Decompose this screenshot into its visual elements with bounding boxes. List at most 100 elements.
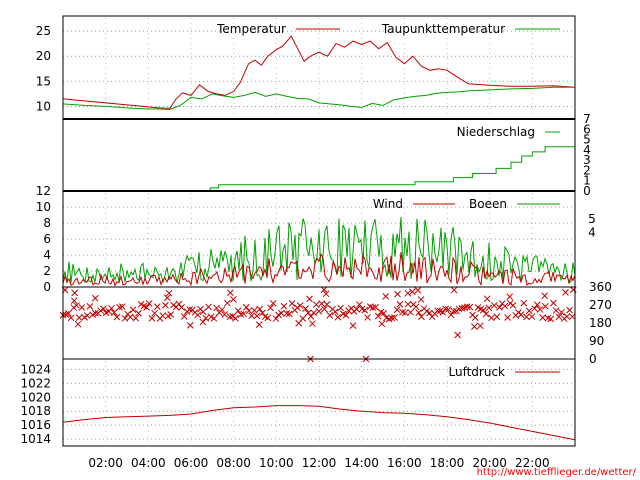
- y-tick-label-right: 0: [589, 352, 597, 366]
- y-tick-label-right: 360: [589, 280, 612, 294]
- wind-direction-marker: [401, 309, 409, 317]
- wind-direction-marker: [417, 296, 425, 303]
- x-tick-label: 08:00: [216, 456, 251, 470]
- wind-direction-marker: [110, 309, 118, 316]
- wind-direction-marker: [86, 303, 94, 310]
- gust-line: [62, 216, 576, 285]
- x-tick-label: 12:00: [302, 456, 337, 470]
- wind-line: [62, 252, 576, 287]
- wind-direction-marker: [234, 307, 242, 315]
- wind-direction-marker: [159, 312, 167, 319]
- wind-direction-marker: [506, 293, 514, 301]
- wind-direction-marker: [434, 307, 441, 315]
- wind-direction-marker: [364, 314, 371, 321]
- wind-direction-marker: [218, 306, 226, 314]
- y-tick-label: 1018: [20, 404, 51, 418]
- wind-direction-marker: [562, 288, 569, 296]
- wind-direction-marker: [482, 310, 490, 318]
- wind-direction-marker: [393, 306, 401, 314]
- x-tick-label: 10:00: [259, 456, 294, 470]
- y-tick-label-right: 4: [583, 143, 591, 157]
- y-tick-label: 1020: [20, 390, 51, 404]
- legend-label: Temperatur: [216, 22, 286, 36]
- wind-direction-marker: [552, 307, 560, 314]
- wind-direction-marker: [153, 303, 161, 310]
- wind-direction-marker: [356, 301, 363, 308]
- wind-direction-marker: [180, 313, 188, 320]
- panel-frames: [62, 15, 576, 447]
- wind-direction-marker: [454, 331, 462, 339]
- wind-direction-marker: [151, 309, 158, 317]
- wind-direction-marker: [476, 322, 484, 330]
- wind-direction-marker: [322, 290, 330, 298]
- wind-direction-marker: [471, 323, 478, 330]
- y-tick-label-right: 5: [583, 133, 591, 147]
- wind-direction-marker: [342, 311, 350, 319]
- wind-direction-marker: [539, 314, 547, 321]
- y-tick-label: 1022: [20, 376, 51, 390]
- y-tick-label: 2: [43, 264, 51, 278]
- y-tick-label: 12: [36, 184, 51, 198]
- precipitation-line: [63, 146, 575, 192]
- wind-direction-marker: [194, 311, 202, 319]
- wind-direction-marker: [307, 313, 315, 320]
- wind-direction-marker: [70, 297, 78, 305]
- legend-label: Luftdruck: [448, 365, 505, 379]
- wind-direction-marker: [296, 302, 304, 309]
- wind-direction-marker: [286, 310, 293, 318]
- dewpoint-line: [62, 86, 575, 111]
- wind-direction-marker: [496, 304, 503, 311]
- wind-direction-marker: [221, 311, 229, 318]
- y-tick-label: 10: [36, 99, 51, 113]
- wind-direction-marker: [372, 303, 379, 311]
- wind-direction-marker: [318, 300, 326, 308]
- wind-direction-marker: [304, 309, 312, 317]
- wind-direction-marker: [226, 313, 234, 321]
- y-tick-label: 6: [43, 232, 51, 246]
- wind-direction-marker: [306, 295, 313, 303]
- y-tick-label: 1014: [20, 432, 51, 446]
- wind-direction-marker: [501, 302, 509, 310]
- wind-direction-marker: [148, 314, 156, 322]
- y-tick-label: 10: [36, 200, 51, 214]
- wind-direction-marker: [378, 320, 386, 328]
- wind-direction-marker: [536, 306, 544, 313]
- wind-direction-marker: [167, 311, 175, 318]
- wind-direction-marker: [414, 286, 422, 294]
- axis-labels: Temperatur Taupunkttemperatur Niederschlag…: [20, 22, 611, 470]
- wind-direction-marker: [75, 314, 83, 321]
- wind-direction-marker: [232, 315, 239, 322]
- wind-direction-marker: [353, 305, 361, 313]
- wind-direction-marker: [566, 306, 573, 314]
- wind-direction-marker: [531, 305, 538, 312]
- wind-direction-marker: [321, 305, 328, 313]
- wind-direction-marker: [255, 321, 263, 329]
- wind-direction-marker: [323, 301, 331, 308]
- wind-direction-marker: [213, 304, 220, 312]
- wind-direction-marker: [558, 308, 565, 316]
- legend-label: Niederschlag: [457, 125, 535, 139]
- wind-direction-marker: [283, 310, 291, 317]
- wind-direction-marker: [310, 309, 317, 317]
- x-tick-label: 06:00: [174, 456, 209, 470]
- wind-direction-marker: [455, 305, 463, 313]
- wind-direction-marker: [73, 302, 80, 309]
- wind-direction-marker: [520, 299, 528, 307]
- y-tick-label: 4: [43, 248, 51, 262]
- source-url[interactable]: http://www.tiefflieger.de/wetter/: [477, 467, 637, 478]
- wind-direction-marker: [447, 311, 455, 319]
- y-tick-label: 25: [36, 24, 51, 38]
- wind-direction-marker: [248, 312, 255, 320]
- wind-direction-marker: [326, 311, 334, 319]
- wind-direction-marker: [483, 295, 491, 303]
- wind-direction-marker: [382, 293, 390, 300]
- wind-direction-marker: [331, 308, 339, 316]
- y-tick-label: 0: [43, 280, 51, 294]
- wind-direction-marker: [463, 303, 471, 311]
- wind-direction-marker: [91, 294, 99, 302]
- wind-direction-marker: [349, 322, 357, 329]
- wind-direction-marker: [118, 303, 126, 310]
- x-tick-label: 14:00: [344, 456, 379, 470]
- wind-direction-marker: [163, 294, 171, 302]
- pressure-line: [62, 405, 576, 441]
